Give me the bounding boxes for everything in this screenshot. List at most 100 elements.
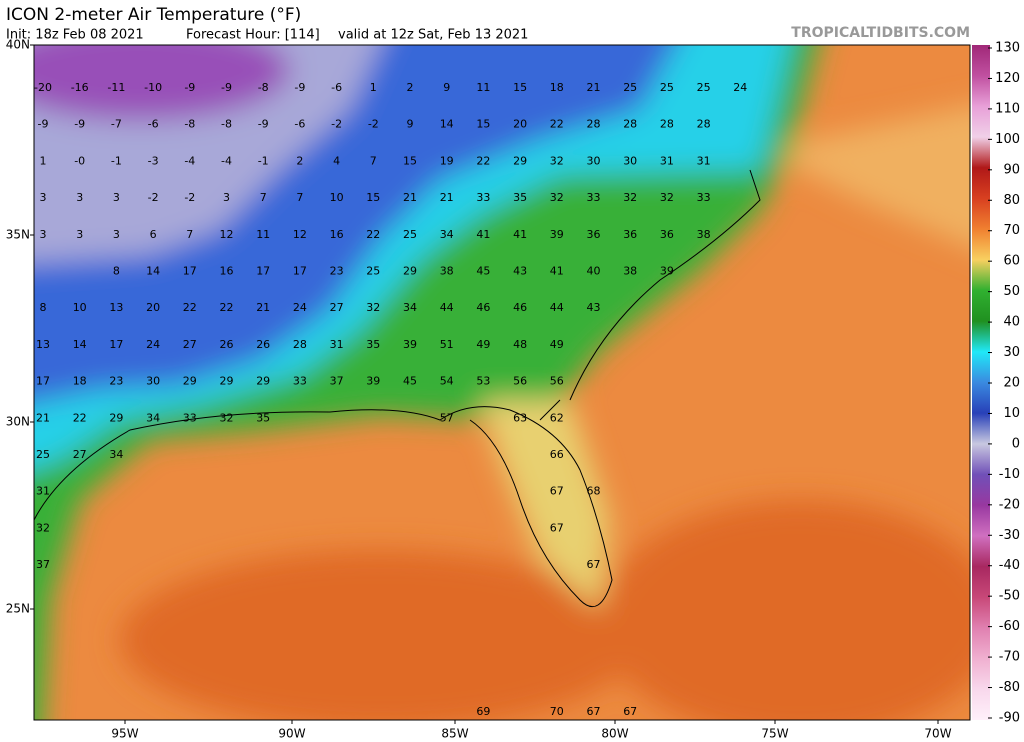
temperature-value: 21 <box>403 191 417 204</box>
temperature-value: 29 <box>513 154 527 167</box>
temperature-value: 28 <box>623 118 637 131</box>
temperature-value: 23 <box>330 265 344 278</box>
temperature-value: 3 <box>223 191 230 204</box>
temperature-value: -9 <box>74 118 85 131</box>
temperature-value: 12 <box>220 228 234 241</box>
temperature-value: 32 <box>623 191 637 204</box>
temperature-value: 27 <box>330 301 344 314</box>
temperature-value: 22 <box>183 301 197 314</box>
temperature-value: 20 <box>146 301 160 314</box>
temperature-value: 36 <box>623 228 637 241</box>
temperature-value: 29 <box>256 375 270 388</box>
temperature-value: -16 <box>71 81 89 94</box>
lat-label: 25N <box>6 602 30 616</box>
temperature-value: 3 <box>76 228 83 241</box>
temperature-value: 18 <box>73 375 87 388</box>
temperature-value: -8 <box>258 81 269 94</box>
temperature-value: 33 <box>587 191 601 204</box>
temperature-value: -6 <box>148 118 159 131</box>
temperature-value: 39 <box>660 265 674 278</box>
temperature-value: 67 <box>550 521 564 534</box>
colorbar-label: 60 <box>1003 254 1020 269</box>
temperature-value: -1 <box>258 154 269 167</box>
temperature-value: 17 <box>293 265 307 278</box>
temperature-value: 48 <box>513 338 527 351</box>
temperature-value: 3 <box>40 228 47 241</box>
temperature-value: -3 <box>148 154 159 167</box>
map-frame <box>33 44 971 721</box>
temperature-value: 39 <box>366 375 380 388</box>
temperature-value: 66 <box>550 448 564 461</box>
temperature-value: 38 <box>697 228 711 241</box>
temperature-value: 28 <box>293 338 307 351</box>
temperature-value: 9 <box>443 81 450 94</box>
colorbar-label: -90 <box>999 711 1020 726</box>
temperature-value: 25 <box>697 81 711 94</box>
lat-label: 30N <box>6 415 30 429</box>
temperature-value: 17 <box>36 375 50 388</box>
temperature-value: -4 <box>184 154 195 167</box>
temperature-value: 33 <box>183 411 197 424</box>
temperature-value: 26 <box>220 338 234 351</box>
temperature-value: -6 <box>331 81 342 94</box>
temperature-value: -9 <box>38 118 49 131</box>
temperature-value: 14 <box>73 338 87 351</box>
temperature-value: -2 <box>184 191 195 204</box>
lon-label: 95W <box>111 727 138 741</box>
temperature-value: 32 <box>660 191 674 204</box>
temperature-value: 8 <box>40 301 47 314</box>
temperature-value: 21 <box>440 191 454 204</box>
temperature-value: -8 <box>184 118 195 131</box>
temperature-value: 35 <box>366 338 380 351</box>
temperature-value: 32 <box>36 521 50 534</box>
temperature-value: 29 <box>109 411 123 424</box>
temperature-value: 29 <box>220 375 234 388</box>
temperature-value: 17 <box>183 265 197 278</box>
temperature-value: 24 <box>733 81 747 94</box>
lon-label: 75W <box>761 727 788 741</box>
temperature-value: 43 <box>587 301 601 314</box>
temperature-value: 37 <box>330 375 344 388</box>
temperature-value: 6 <box>150 228 157 241</box>
temperature-value: 44 <box>550 301 564 314</box>
temperature-value: 15 <box>476 118 490 131</box>
temperature-value: 22 <box>476 154 490 167</box>
temperature-value: 22 <box>220 301 234 314</box>
temperature-value: -9 <box>294 81 305 94</box>
temperature-value: 33 <box>293 375 307 388</box>
temperature-value: 36 <box>660 228 674 241</box>
temperature-value: 32 <box>366 301 380 314</box>
colorbar-label: 0 <box>1012 436 1020 451</box>
temperature-value: 3 <box>113 228 120 241</box>
init: Init: 18z Feb 08 2021 <box>6 28 144 43</box>
temperature-value: -11 <box>107 81 125 94</box>
colorbar-label: 70 <box>1003 223 1020 238</box>
temperature-value: 34 <box>440 228 454 241</box>
temperature-value: 46 <box>513 301 527 314</box>
colorbar-label: 100 <box>995 132 1020 147</box>
temperature-value: 15 <box>403 154 417 167</box>
temperature-value: 31 <box>660 154 674 167</box>
lon-label: 80W <box>601 727 628 741</box>
temperature-value: 56 <box>550 375 564 388</box>
temperature-value: 34 <box>109 448 123 461</box>
colorbar-label: 40 <box>1003 315 1020 330</box>
temperature-value: 21 <box>587 81 601 94</box>
temperature-value: -1 <box>111 154 122 167</box>
colorbar-label: -10 <box>999 467 1020 482</box>
temperature-value: 34 <box>146 411 160 424</box>
colorbar-label: -70 <box>999 650 1020 665</box>
temperature-value: 33 <box>697 191 711 204</box>
temperature-value: 41 <box>513 228 527 241</box>
temperature-value: 39 <box>550 228 564 241</box>
temperature-value: 2 <box>407 81 414 94</box>
temperature-value: 29 <box>403 265 417 278</box>
temperature-value: 27 <box>73 448 87 461</box>
temperature-value: 31 <box>697 154 711 167</box>
temperature-value: 30 <box>146 375 160 388</box>
temperature-value: 54 <box>440 375 454 388</box>
lat-label: 35N <box>6 228 30 242</box>
temperature-value: -6 <box>294 118 305 131</box>
temperature-value: 11 <box>476 81 490 94</box>
temperature-value: -2 <box>331 118 342 131</box>
